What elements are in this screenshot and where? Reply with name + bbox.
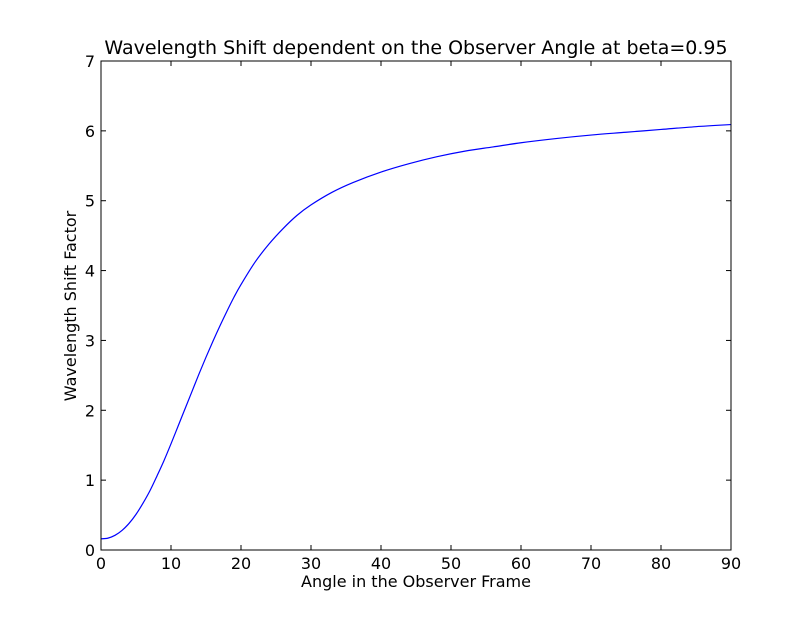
x-tick-label: 0 xyxy=(96,554,106,573)
y-tick-label: 2 xyxy=(85,401,95,420)
y-tick-label: 3 xyxy=(85,331,95,350)
x-tick-label: 80 xyxy=(651,554,671,573)
x-tick-label: 50 xyxy=(441,554,461,573)
y-tick-label: 4 xyxy=(85,262,95,281)
plot-frame xyxy=(100,60,732,551)
x-tick-label: 40 xyxy=(371,554,391,573)
y-axis-label: Wavelength Shift Factor xyxy=(61,210,80,401)
x-tick-label: 70 xyxy=(581,554,601,573)
y-tick-label: 1 xyxy=(85,471,95,490)
y-tick-label: 0 xyxy=(85,541,95,560)
x-axis-label: Angle in the Observer Frame xyxy=(301,572,531,591)
y-tick-label: 6 xyxy=(85,122,95,141)
x-tick-label: 90 xyxy=(721,554,741,573)
y-tick-label: 7 xyxy=(85,52,95,71)
chart-title: Wavelength Shift dependent on the Observ… xyxy=(104,37,727,59)
x-tick-label: 60 xyxy=(511,554,531,573)
y-tick-label: 5 xyxy=(85,192,95,211)
series-line-0 xyxy=(100,123,732,540)
x-tick-label: 20 xyxy=(231,554,251,573)
x-tick-label: 30 xyxy=(301,554,321,573)
x-tick-label: 10 xyxy=(161,554,181,573)
